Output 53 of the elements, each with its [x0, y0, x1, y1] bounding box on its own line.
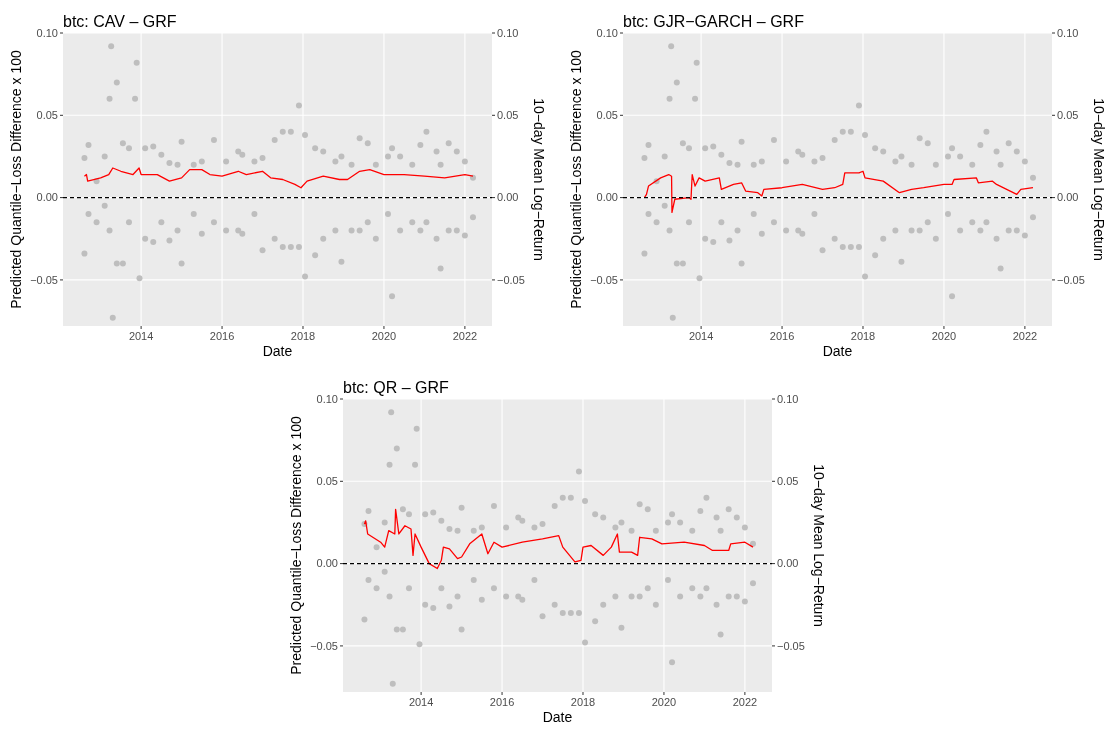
y-axis-title: Predicted Quantile−Loss Difference x 100 [568, 50, 584, 309]
x-tick-label: 2022 [732, 696, 758, 708]
y2-tick-label: 0.05 [1057, 109, 1079, 122]
y-tick-label: 0.00 [316, 557, 338, 570]
line-series [643, 170, 1034, 214]
y2-tick-label: 0.10 [1057, 26, 1079, 39]
y2-tick-label: 0.00 [777, 557, 799, 570]
y2-axis-title: 10−day Mean Log−Return [531, 98, 547, 261]
chart-title: btc: GJR−GARCH – GRF [623, 13, 805, 30]
x-tick-label: 2014 [408, 696, 434, 708]
y2-tick-label: 0.10 [777, 392, 799, 405]
x-tick-label: 2016 [489, 696, 515, 708]
y2-tick-label: −0.05 [497, 273, 525, 286]
y-tick-label: 0.05 [36, 109, 58, 122]
y-tick-label: −0.05 [30, 273, 58, 286]
x-tick-label: 2016 [769, 330, 795, 342]
y2-tick-label: 0.00 [497, 191, 519, 204]
y-tick-label: 0.00 [36, 191, 58, 204]
x-tick-label: 2020 [931, 330, 957, 342]
y-axis-title: Predicted Quantile−Loss Difference x 100 [288, 416, 304, 675]
y-tick-label: 0.00 [596, 191, 618, 204]
y-tick-label: −0.05 [310, 639, 338, 652]
y2-tick-label: −0.05 [1057, 273, 1085, 286]
x-tick-label: 2016 [209, 330, 235, 342]
y2-tick-label: −0.05 [777, 639, 805, 652]
y-tick-label: 0.05 [596, 109, 618, 122]
x-tick-label: 2020 [651, 696, 677, 708]
chart-title: btc: QR – GRF [343, 379, 450, 396]
x-axis-title: Date [542, 709, 573, 725]
x-axis-title: Date [262, 343, 293, 359]
x-tick-label: 2014 [688, 330, 714, 342]
chart-title: btc: CAV – GRF [63, 13, 177, 30]
y-axis-title: Predicted Quantile−Loss Difference x 100 [8, 50, 24, 309]
y2-axis-title: 10−day Mean Log−Return [1091, 98, 1107, 261]
y2-tick-label: 0.05 [497, 109, 519, 122]
y-tick-label: −0.05 [590, 273, 618, 286]
x-tick-label: 2018 [290, 330, 316, 342]
x-tick-label: 2014 [128, 330, 154, 342]
y2-tick-label: 0.00 [1057, 191, 1079, 204]
x-tick-label: 2020 [371, 330, 397, 342]
y-tick-label: 0.10 [316, 392, 338, 405]
x-tick-label: 2018 [850, 330, 876, 342]
x-tick-label: 2022 [1012, 330, 1038, 342]
line-series [363, 508, 754, 570]
y2-tick-label: 0.05 [777, 475, 799, 488]
y-tick-label: 0.10 [596, 26, 618, 39]
x-tick-label: 2022 [452, 330, 478, 342]
y-tick-label: 0.05 [316, 475, 338, 488]
x-tick-label: 2018 [570, 696, 596, 708]
y2-axis-title: 10−day Mean Log−Return [811, 464, 827, 627]
x-axis-title: Date [822, 343, 853, 359]
y-tick-label: 0.10 [36, 26, 58, 39]
y2-tick-label: 0.10 [497, 26, 519, 39]
